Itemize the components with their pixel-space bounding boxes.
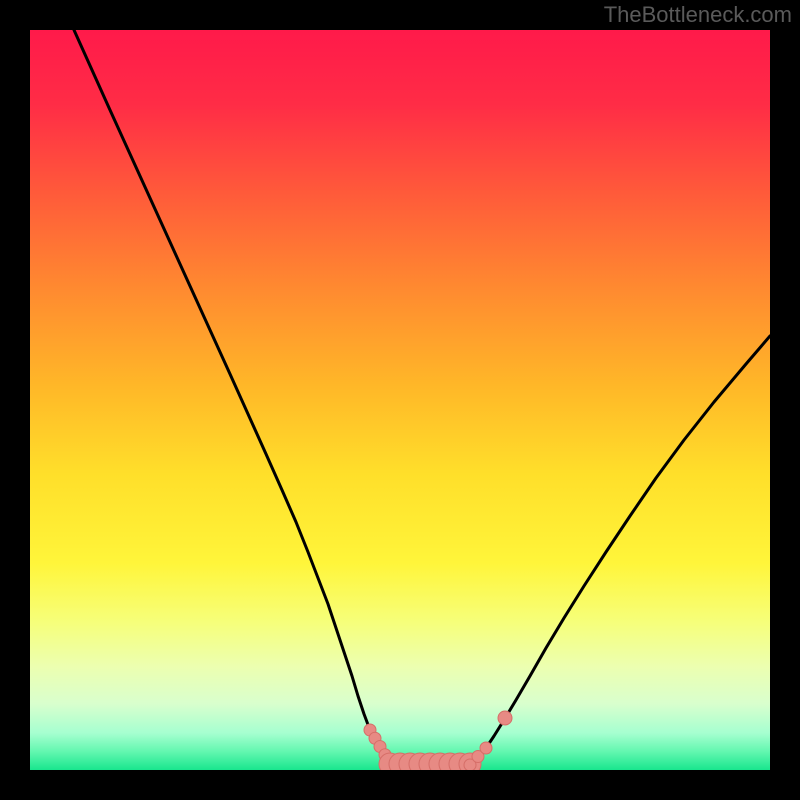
plot-area bbox=[30, 30, 770, 770]
curve-layer bbox=[30, 30, 770, 770]
marker-dot bbox=[480, 742, 492, 754]
marker-dot bbox=[498, 711, 512, 725]
watermark-text: TheBottleneck.com bbox=[604, 2, 792, 28]
bottleneck-curve bbox=[74, 30, 770, 770]
